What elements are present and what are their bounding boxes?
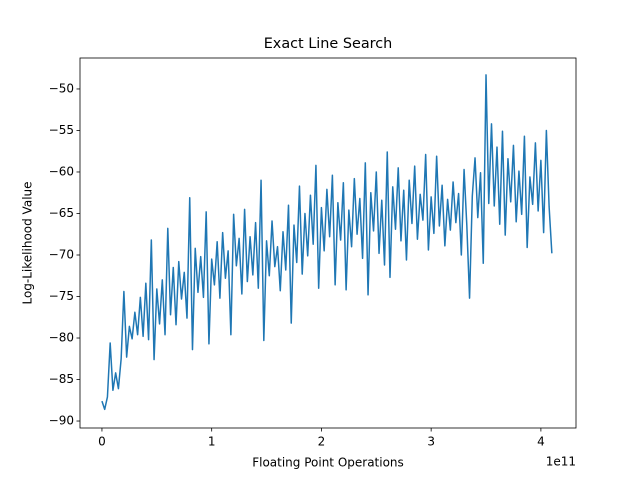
y-tick-label: −60 xyxy=(49,164,74,178)
y-tick-label: −80 xyxy=(49,331,74,345)
x-tick-label: 1 xyxy=(208,435,216,449)
y-tick-label: −85 xyxy=(49,372,74,386)
chart-title: Exact Line Search xyxy=(264,36,393,52)
x-tick-label: 2 xyxy=(318,435,326,449)
y-tick-label: −75 xyxy=(49,289,74,303)
y-tick-label: −50 xyxy=(49,81,74,95)
x-axis-label: Floating Point Operations xyxy=(252,456,404,470)
y-axis-label: Log-Likelihood Value xyxy=(21,181,35,304)
y-tick-label: −90 xyxy=(49,414,74,428)
plot-frame xyxy=(79,57,577,429)
x-tick-label: 3 xyxy=(427,435,435,449)
data-line xyxy=(101,74,553,411)
y-tick-label: −65 xyxy=(49,206,74,220)
x-tick-label: 4 xyxy=(537,435,545,449)
x-offset-label: 1e11 xyxy=(546,455,576,469)
x-tick-label: 0 xyxy=(98,435,106,449)
y-tick-label: −70 xyxy=(49,247,74,261)
y-tick-label: −55 xyxy=(49,123,74,137)
